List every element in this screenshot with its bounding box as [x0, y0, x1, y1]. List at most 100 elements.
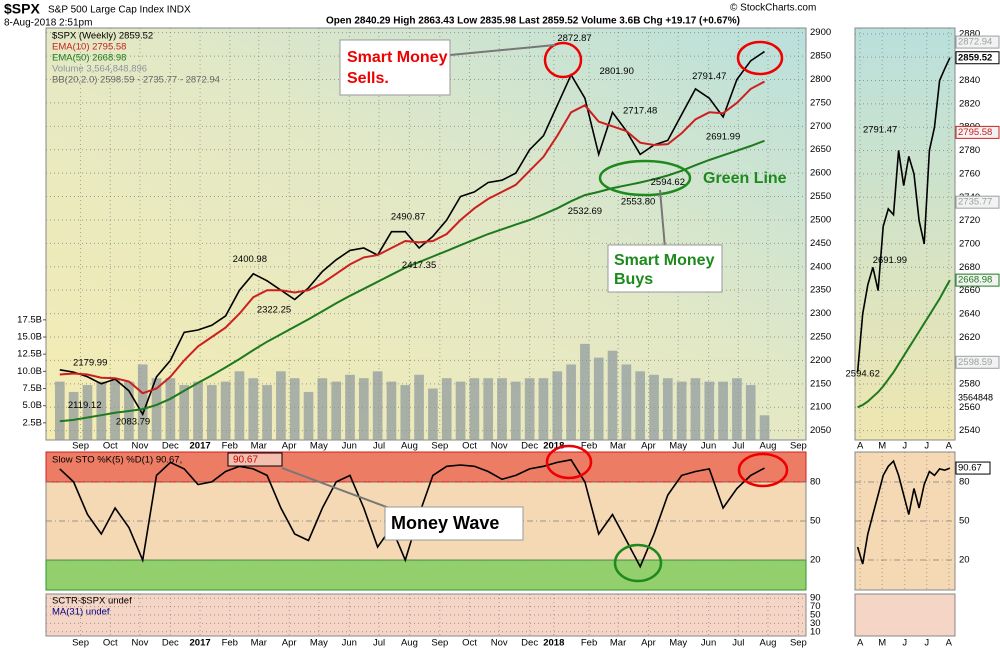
price-label: 2417.35: [402, 260, 436, 271]
x-tick-label: Jul: [373, 638, 385, 649]
y-tick-label: 2580: [959, 378, 980, 389]
volume-bar: [732, 378, 742, 440]
x-tick-label: May: [669, 441, 687, 452]
volume-bar: [607, 350, 618, 440]
callout-text: Money Wave: [391, 513, 499, 533]
y-tick-label: 2780: [959, 145, 980, 156]
legend-value-box: [227, 452, 283, 467]
credit: © StockCharts.com: [730, 3, 816, 14]
y-tick-label: 70: [810, 601, 821, 612]
series-line: [856, 459, 951, 565]
x-tick-label: Jun: [701, 638, 716, 649]
volume-bar: [358, 378, 369, 440]
oversold-band: [45, 559, 807, 591]
x-tick-label: 2018: [543, 638, 564, 649]
x-tick-label: Feb: [581, 441, 597, 452]
series-line: [59, 50, 765, 417]
volume-bar: [220, 381, 231, 440]
x-tick-label: Dec: [162, 441, 179, 452]
series-line: [59, 139, 765, 423]
volume-bar: [524, 378, 535, 440]
x-tick-label: Oct: [462, 638, 477, 649]
legend-entry: SCTR-$SPX undef: [52, 596, 132, 607]
axis-value-label: 2872.94: [958, 37, 992, 48]
volume-bar: [82, 385, 93, 440]
x-tick-label: Jul: [732, 441, 744, 452]
price-label: 2594.62: [651, 177, 685, 188]
volume-bar: [303, 391, 314, 440]
x-tick-label: Mar: [610, 441, 626, 452]
x-tick-label: Apr: [282, 638, 297, 649]
x-tick-label: Nov: [132, 638, 149, 649]
y-tick-label: 2550: [810, 191, 831, 202]
x-tick-label: Feb: [222, 441, 238, 452]
volume-bar: [345, 374, 355, 440]
x-tick-label: Dec: [162, 638, 179, 649]
volume-bar: [428, 388, 438, 440]
y2-tick-label: 17.5B: [17, 314, 42, 325]
axis-value-box: [955, 125, 1000, 139]
y-tick-label: 2850: [810, 51, 831, 62]
volume-bar: [262, 385, 272, 440]
y-tick-label: 2700: [959, 238, 980, 249]
x-tick-label: Aug: [401, 441, 418, 452]
volume-bar: [580, 343, 590, 440]
axis-value-label: 2859.52: [958, 52, 992, 63]
x-tick-label: Jul: [732, 638, 744, 649]
y2-tick-label: 15.0B: [17, 332, 42, 343]
volume-bar: [68, 391, 79, 440]
circle: [737, 452, 789, 488]
x-tick-label: Sep: [431, 441, 448, 452]
y-tick-label: 90: [810, 593, 821, 604]
y-tick-label: 2540: [959, 425, 980, 436]
price-label: 2083.79: [116, 416, 150, 427]
y-tick-label: 2660: [959, 285, 980, 296]
x-tick-label: J: [902, 441, 907, 452]
y-tick-label: 20: [959, 555, 970, 566]
volume-bar: [331, 381, 342, 440]
price-label: 2532.69: [568, 206, 602, 217]
y-tick-label: 2700: [810, 121, 831, 132]
callout-text: Smart Money: [614, 252, 715, 269]
x-tick-label: Nov: [491, 638, 508, 649]
volume-bar: [566, 364, 576, 440]
volume-bar: [497, 378, 507, 440]
y-tick-label: 2350: [810, 285, 831, 296]
y-tick-label: 2880: [959, 28, 980, 39]
x-tick-label: A: [857, 441, 864, 452]
x-tick-label: J: [924, 441, 929, 452]
x-tick-label: May: [310, 638, 328, 649]
symbol: $SPX: [4, 1, 40, 17]
date: 8-Aug-2018 2:51pm: [4, 18, 92, 29]
price-label: 2691.99: [873, 255, 907, 266]
y-tick-label: 2450: [810, 238, 831, 249]
y-tick-label: 2100: [810, 402, 831, 413]
price-label: 2179.99: [73, 357, 107, 368]
price-label: 2717.48: [623, 106, 657, 117]
x-tick-label: Mar: [610, 638, 626, 649]
x-tick-label: M: [878, 638, 886, 649]
legend-entry: Slow STO %K(5) %D(1) 90.67,: [52, 455, 182, 466]
volume-bar: [386, 381, 397, 440]
callout-text: Sells.: [347, 70, 389, 87]
y-tick-label: 2250: [810, 332, 831, 343]
y-tick-label: 80: [959, 476, 970, 487]
volume-bar: [552, 371, 563, 440]
x-tick-label: Jun: [701, 441, 716, 452]
y-tick-label: 2400: [810, 261, 831, 272]
volume-bar: [54, 381, 65, 440]
price-label: 2791.47: [863, 125, 897, 136]
axis-value-label: 2598.59: [958, 357, 992, 368]
value-box-label: 90.67: [958, 463, 982, 474]
volume-bar: [179, 385, 190, 440]
axis-value-label: 2668.98: [958, 275, 992, 286]
volume-bar: [317, 378, 328, 440]
axis-value-box: [955, 195, 1000, 209]
y2-tick-label: 10.0B: [17, 366, 42, 377]
volume-bar: [193, 381, 203, 440]
y-tick-label: 2900: [810, 27, 831, 38]
legend-entry: Volume 3,564,848,896: [52, 64, 147, 75]
axis-value-box: [955, 273, 1000, 287]
arrow: [281, 467, 401, 513]
